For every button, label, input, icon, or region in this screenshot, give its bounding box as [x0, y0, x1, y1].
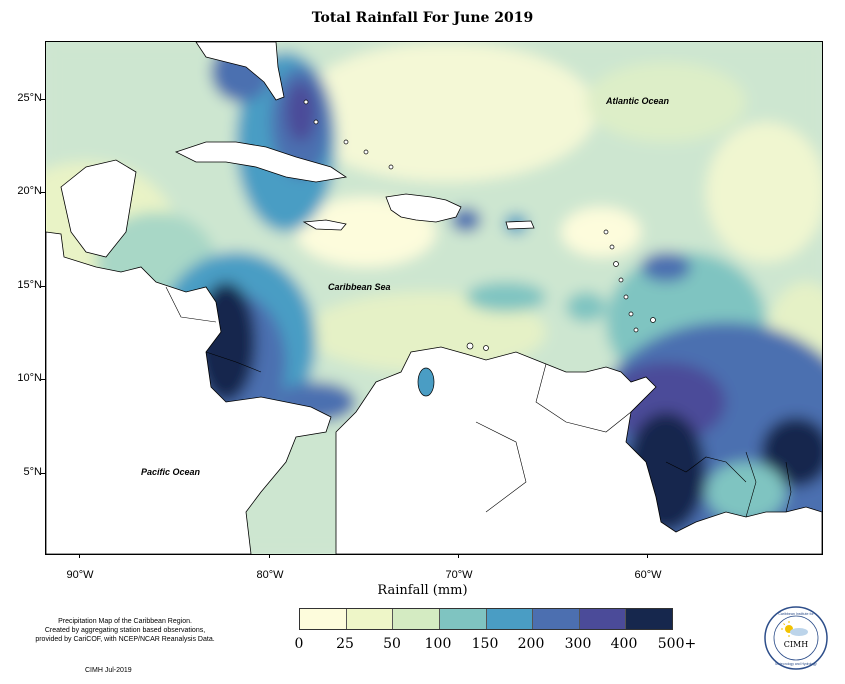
y-tick-label-15n: 15°N [17, 279, 42, 291]
legend-label-0: 0 [294, 636, 304, 652]
colorbar-title: Rainfall (mm) [377, 583, 468, 598]
caribbean-sea-label: Caribbean Sea [328, 282, 391, 292]
x-tick [79, 554, 80, 558]
legend-swatch-300-400 [579, 609, 627, 629]
y-tick-label-10n: 10°N [17, 372, 42, 384]
legend-label-50: 50 [383, 636, 401, 652]
legend-label-100: 100 [424, 636, 452, 652]
y-tick [41, 192, 45, 193]
rainfall-map-canvas: Atlantic Ocean Caribbean Sea Pacific Oce… [46, 42, 822, 554]
logo-center-text: CIMH [784, 640, 808, 649]
land-mass [46, 42, 822, 554]
y-tick-label-20n: 20°N [17, 185, 42, 197]
y-tick [41, 286, 45, 287]
x-tick-label-60w: 60°W [634, 569, 662, 581]
legend-label-500-plus: 500+ [657, 636, 697, 652]
x-tick [647, 554, 648, 558]
description-line-3: provided by CariCOF, with NCEP/NCAR Rean… [35, 636, 215, 643]
y-tick-label-25n: 25°N [17, 92, 42, 104]
pacific-ocean-label: Pacific Ocean [141, 467, 201, 477]
legend-swatch-25-50 [346, 609, 394, 629]
legend-label-300: 300 [564, 636, 592, 652]
x-tick [458, 554, 459, 558]
description-line-2: Created by aggregating station based obs… [44, 627, 206, 634]
legend-swatch-200-300 [533, 609, 580, 629]
legend-swatch-50-100 [393, 609, 440, 629]
x-tick-label-70w: 70°W [445, 569, 473, 581]
credit-text: CIMH Jul-2019 [85, 667, 132, 674]
description-line-1: Precipitation Map of the Caribbean Regio… [58, 618, 192, 625]
x-tick-label-80w: 80°W [256, 569, 284, 581]
rainfall-legend [299, 608, 673, 630]
map-description: Precipitation Map of the Caribbean Regio… [5, 617, 245, 644]
legend-label-200: 200 [517, 636, 545, 652]
x-tick [269, 554, 270, 558]
legend-label-150: 150 [471, 636, 499, 652]
country-borders [165, 286, 792, 518]
logo-ring-bottom-text: Meteorology and Hydrology [775, 662, 817, 666]
logo-ring-top-text: Caribbean Institute for [778, 612, 814, 616]
lake-maracaibo [417, 367, 435, 397]
map-title: Total Rainfall For June 2019 [311, 10, 534, 26]
atlantic-ocean-label: Atlantic Ocean [605, 96, 670, 106]
legend-label-25: 25 [336, 636, 354, 652]
y-tick [41, 473, 45, 474]
y-tick [41, 99, 45, 100]
legend-swatch-100-150 [439, 609, 487, 629]
legend-label-400: 400 [610, 636, 638, 652]
x-tick-label-90w: 90°W [66, 569, 94, 581]
y-tick-label-5n: 5°N [23, 466, 42, 478]
rainfall-map: Atlantic Ocean Caribbean Sea Pacific Oce… [45, 41, 823, 555]
cimh-logo-graphic: CIMH Caribbean Institute for Meteorology… [764, 606, 828, 670]
cimh-logo: CIMH Caribbean Institute for Meteorology… [763, 605, 829, 671]
legend-swatch-0-25 [300, 609, 347, 629]
sun-cloud-icon [781, 621, 808, 637]
y-tick [41, 379, 45, 380]
legend-swatch-400-500 [626, 609, 672, 629]
island-chain [303, 99, 656, 351]
legend-swatch-150-200 [486, 609, 534, 629]
